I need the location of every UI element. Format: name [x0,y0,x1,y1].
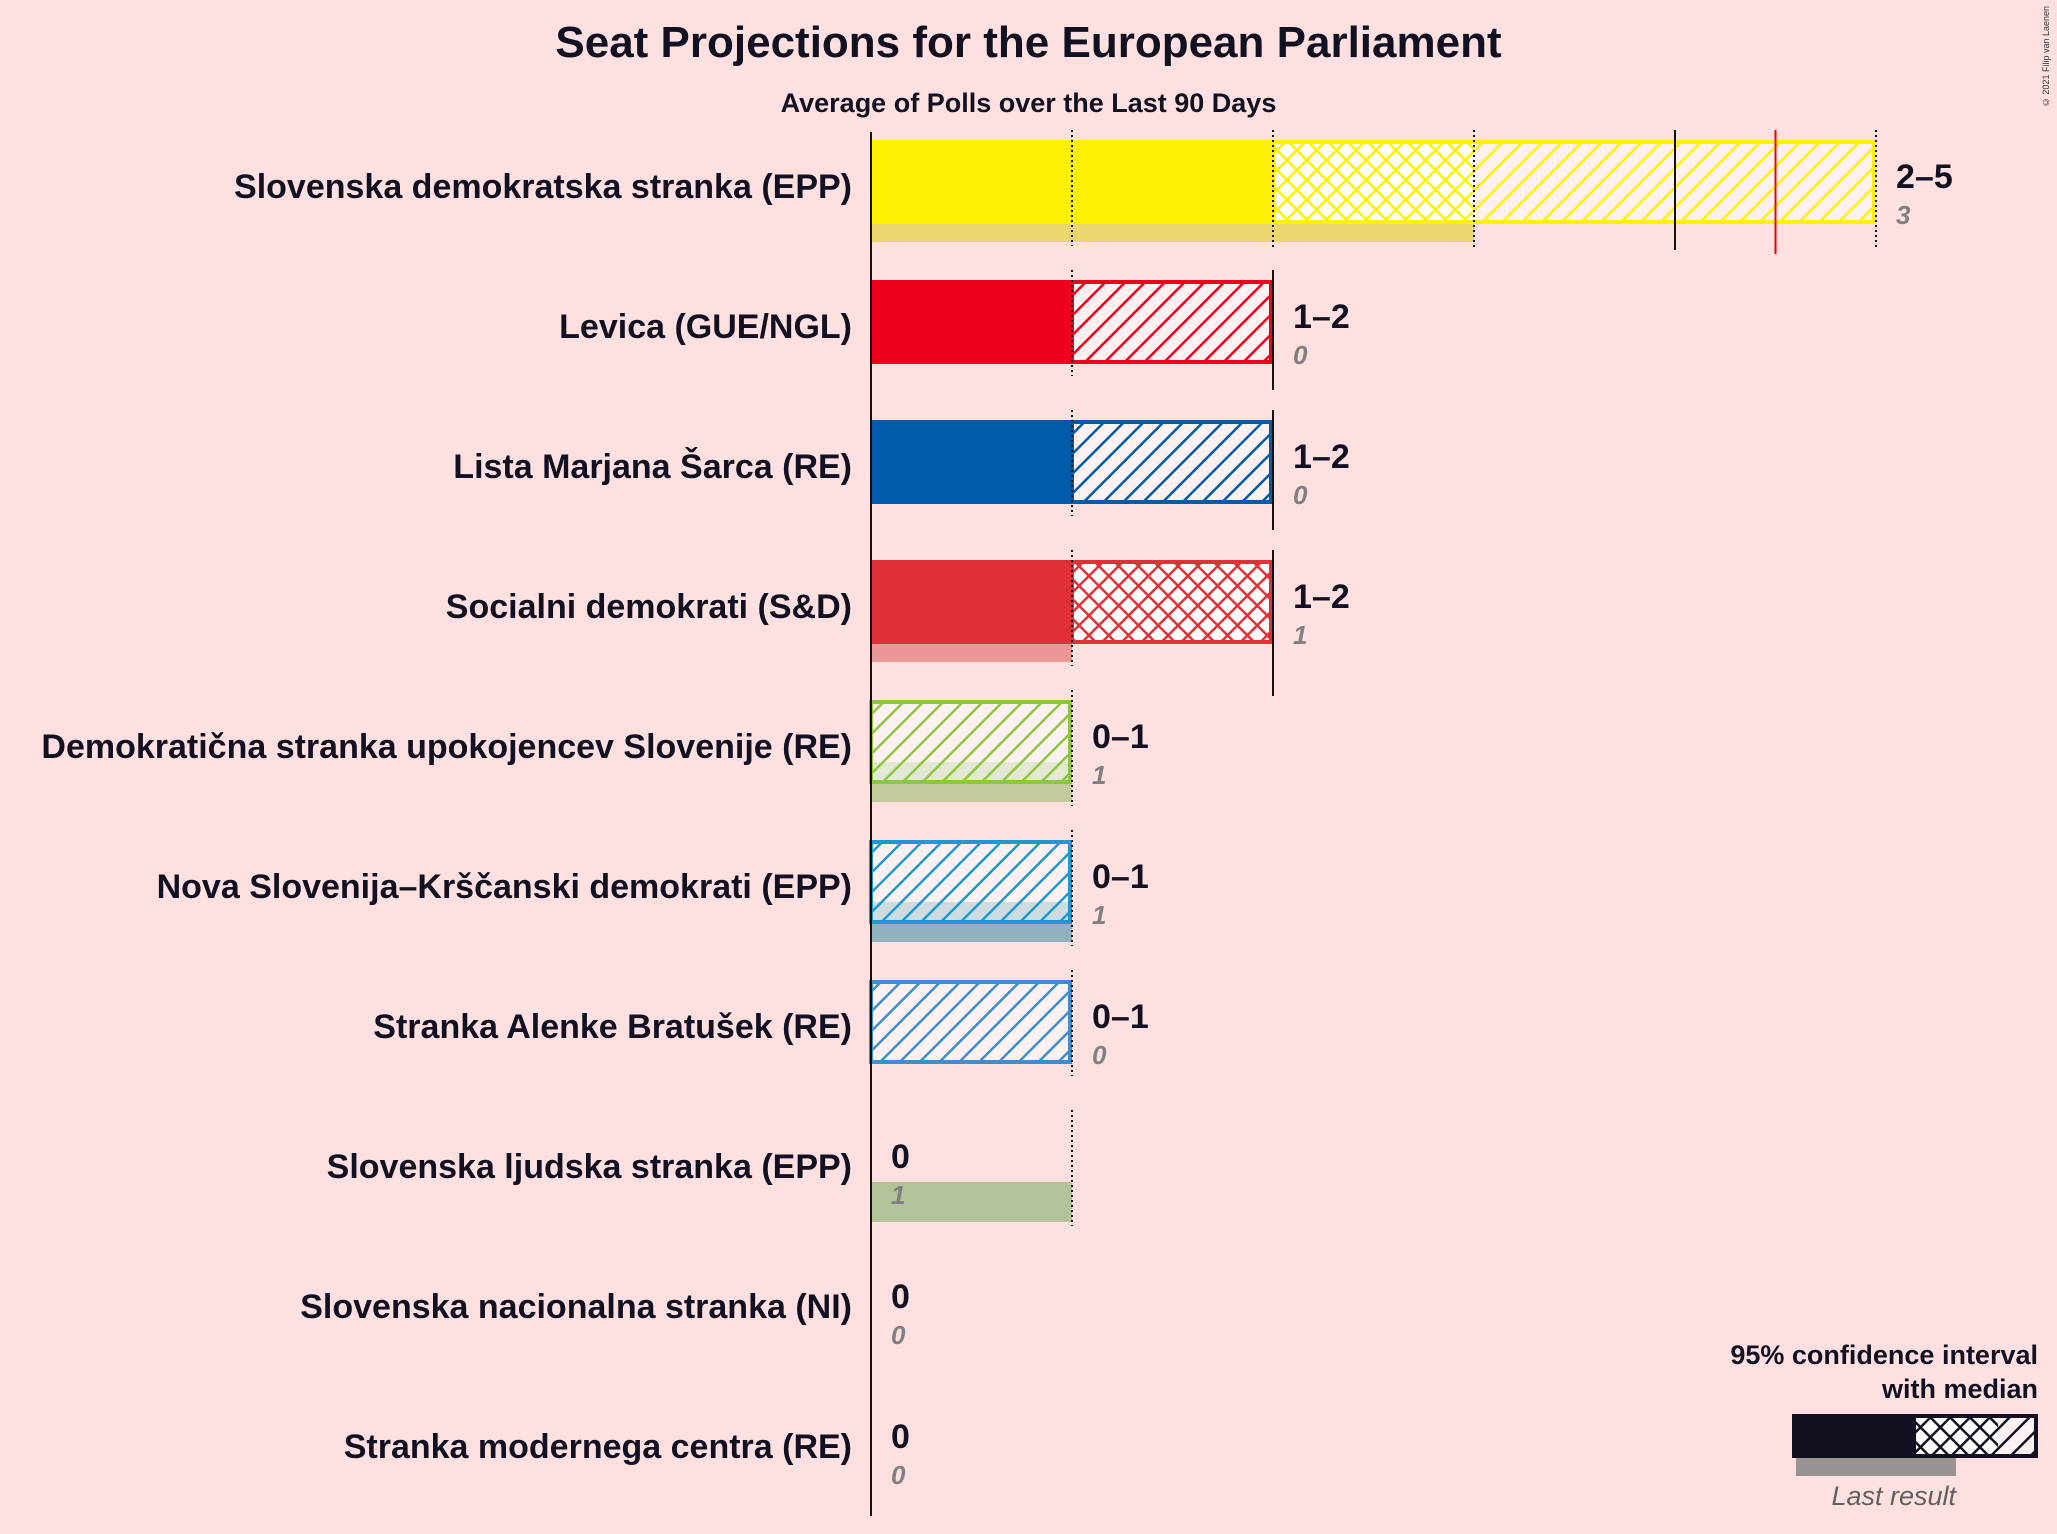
party-row: Socialni demokrati (S&D) 1–2 1 [446,550,1350,696]
legend-cross-swatch [1916,1414,1998,1458]
range-label: 0–1 [1092,718,1149,756]
party-label: Demokratična stranka upokojencev Sloveni… [41,728,852,766]
range-label: 1–2 [1293,438,1350,476]
solid-bar [871,420,1072,504]
last-result-bar [871,1182,1072,1222]
party-label: Stranka Alenke Bratušek (RE) [373,1008,852,1046]
party-label: Lista Marjana Šarca (RE) [453,447,852,486]
legend-last-result-label: Last result [1831,1481,1957,1511]
last-result-label: 1 [891,1180,905,1210]
last-result-label: 1 [1092,900,1106,930]
last-result-label: 0 [1092,1040,1107,1070]
solid-bar [871,280,1072,364]
hatch-bar [1072,280,1273,364]
legend-line-2: with median [1881,1374,2038,1404]
party-label: Nova Slovenija–Krščanski demokrati (EPP) [157,868,852,906]
legend-outline [1792,1414,2038,1458]
last-result-label: 0 [1293,480,1308,510]
last-result-label: 1 [1092,760,1106,790]
party-label: Slovenska demokratska stranka (EPP) [234,168,852,206]
legend-solid-swatch [1794,1414,1916,1458]
range-label: 2–5 [1896,158,1953,196]
legend-hatch-swatch [1998,1414,2038,1458]
hatch-bar [871,980,1072,1064]
last-result-label: 0 [891,1320,906,1350]
party-row: Nova Slovenija–Krščanski demokrati (EPP)… [157,830,1149,946]
solid-bar [871,560,1072,644]
legend-line-1: 95% confidence interval [1730,1340,2038,1370]
range-label: 0–1 [1092,998,1149,1036]
range-label: 0–1 [1092,858,1149,896]
legend: 95% confidence interval with median Last r… [1730,1340,2038,1511]
chart-title: Seat Projections for the European Parlia… [555,18,1502,67]
crosshatch-bar [1072,560,1273,644]
last-result-label: 3 [1896,200,1911,230]
range-label: 1–2 [1293,578,1350,616]
party-label: Slovenska nacionalna stranka (NI) [300,1288,852,1326]
party-label: Levica (GUE/NGL) [559,308,852,346]
chart-subtitle: Average of Polls over the Last 90 Days [780,88,1277,118]
range-label: 1–2 [1293,298,1350,336]
range-label: 0 [891,1278,910,1316]
party-label: Stranka modernega centra (RE) [344,1428,852,1466]
party-row: Stranka modernega centra (RE) 0 0 [344,1418,910,1490]
party-row: Slovenska nacionalna stranka (NI) 0 0 [300,1278,910,1350]
party-label: Socialni demokrati (S&D) [446,588,852,626]
range-label: 0 [891,1418,910,1456]
hatch-bar [1072,420,1273,504]
party-row: Demokratična stranka upokojencev Sloveni… [41,690,1149,806]
party-row: Slovenska ljudska stranka (EPP) 0 1 [327,1110,1073,1226]
range-label: 0 [891,1138,910,1176]
crosshatch-bar [1273,140,1474,224]
party-row: Slovenska demokratska stranka (EPP) 2–5 3 [234,130,1953,254]
hatch-bar [871,700,1072,784]
last-result-label: 1 [1293,620,1307,650]
last-result-label: 0 [891,1460,906,1490]
party-row: Stranka Alenke Bratušek (RE) 0–1 0 [373,970,1149,1076]
hatch-bar [871,840,1072,924]
last-result-label: 0 [1293,340,1308,370]
party-row: Lista Marjana Šarca (RE) 1–2 0 [453,410,1350,530]
party-row: Levica (GUE/NGL) 1–2 0 [559,270,1350,390]
party-label: Slovenska ljudska stranka (EPP) [327,1148,852,1186]
